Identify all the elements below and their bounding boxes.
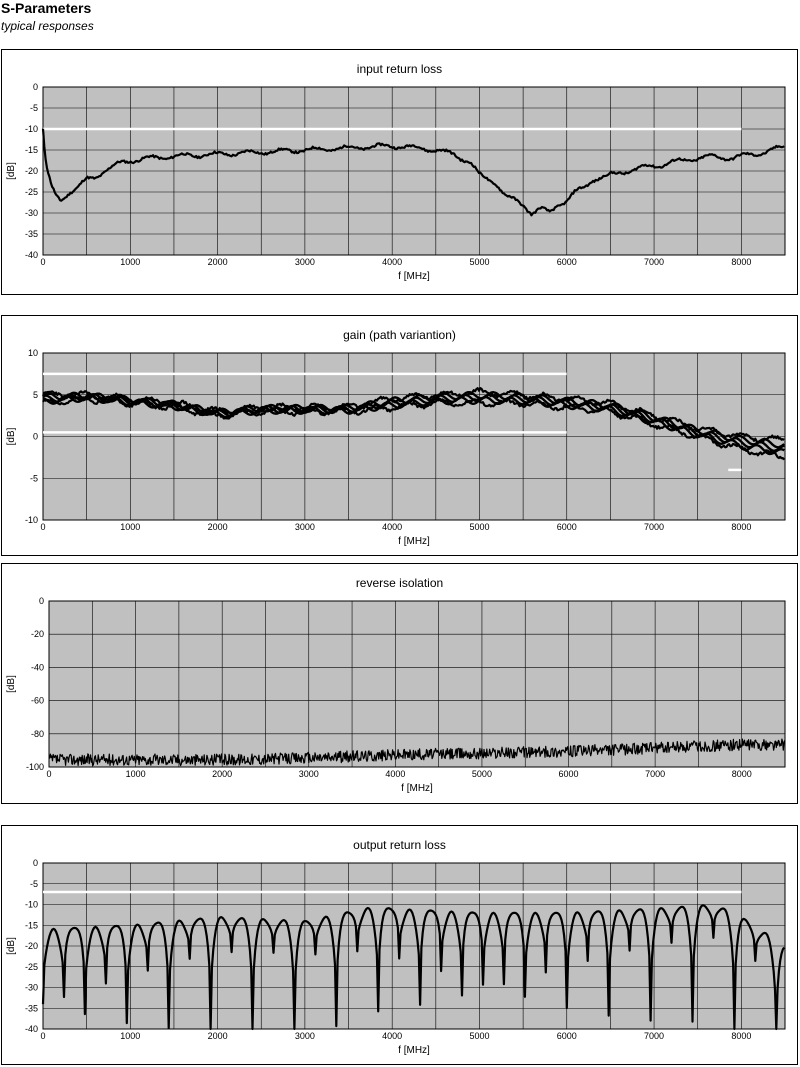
y-tick-label: -80	[31, 729, 44, 739]
y-tick-label: -15	[25, 145, 38, 155]
y-tick-label: -10	[25, 124, 38, 134]
page-subtitle: typical responses	[1, 19, 94, 33]
y-tick-label: 10	[28, 348, 38, 358]
y-axis-label: [dB]	[6, 162, 17, 180]
x-tick-label: 3000	[295, 257, 315, 267]
x-tick-label: 1000	[126, 769, 146, 779]
x-tick-label: 5000	[472, 769, 492, 779]
x-tick-label: 4000	[382, 1031, 402, 1041]
chart-panel-input-return-loss: input return loss 0 1000 2000 3000 4000 5000 60…	[1, 49, 798, 295]
x-tick-label: 1000	[120, 1031, 140, 1041]
x-tick-label: 1000	[120, 522, 140, 532]
x-tick-label: 3000	[299, 769, 319, 779]
y-tick-label: -35	[25, 229, 38, 239]
x-tick-label: 2000	[208, 1031, 228, 1041]
x-tick-label: 7000	[644, 257, 664, 267]
y-axis-label: [dB]	[6, 427, 17, 445]
y-tick-label: -5	[30, 103, 38, 113]
x-tick-label: 4000	[385, 769, 405, 779]
chart-title: input return loss	[357, 62, 442, 76]
x-tick-label: 2000	[208, 257, 228, 267]
x-tick-label: 5000	[469, 1031, 489, 1041]
y-tick-label: -25	[25, 187, 38, 197]
x-axis-label: f [MHz]	[398, 271, 430, 282]
chart-title: reverse isolation	[356, 576, 443, 590]
chart-panel-output-return-loss: output return loss 0 1000 2000 3000 4000 5000 6…	[1, 825, 798, 1065]
y-tick-label: -20	[25, 166, 38, 176]
x-tick-label: 0	[46, 769, 51, 779]
x-tick-label: 6000	[557, 1031, 577, 1041]
chart-panel-gain: gain (path variantion) 0 1000 2000 3000 4000 5…	[1, 315, 798, 556]
y-tick-label: -25	[25, 962, 38, 972]
x-tick-label: 8000	[732, 769, 752, 779]
chart-title: output return loss	[353, 838, 446, 852]
y-tick-label: -10	[25, 900, 38, 910]
x-tick-label: 2000	[212, 769, 232, 779]
x-tick-label: 5000	[469, 522, 489, 532]
y-tick-label: -100	[26, 762, 44, 772]
x-tick-label: 6000	[559, 769, 579, 779]
y-tick-label: -30	[25, 208, 38, 218]
chart-title: gain (path variantion)	[343, 328, 456, 342]
chart-output-return-loss: output return loss 0 1000 2000 3000 4000 5000 6…	[6, 838, 786, 1056]
x-tick-label: 0	[40, 522, 45, 532]
x-tick-label: 7000	[644, 522, 664, 532]
x-tick-label: 6000	[557, 257, 577, 267]
y-axis-label: [dB]	[6, 675, 17, 693]
series-line	[41, 904, 786, 1031]
y-axis-label: [dB]	[6, 937, 17, 955]
x-tick-label: 8000	[731, 1031, 751, 1041]
x-tick-label: 8000	[731, 257, 751, 267]
y-tick-label: -60	[31, 696, 44, 706]
y-tick-label: -15	[25, 920, 38, 930]
x-axis-label: f [MHz]	[401, 783, 433, 794]
y-tick-label: -40	[25, 250, 38, 260]
y-tick-label: 0	[33, 858, 38, 868]
x-tick-label: 3000	[295, 522, 315, 532]
x-tick-label: 1000	[120, 257, 140, 267]
y-tick-label: 0	[33, 432, 38, 442]
y-tick-label: -35	[25, 1003, 38, 1013]
series-line	[41, 128, 785, 217]
chart-input-return-loss: input return loss 0 1000 2000 3000 4000 5000 60…	[6, 62, 786, 282]
y-tick-label: -5	[30, 473, 38, 483]
plot-area	[48, 600, 786, 768]
x-tick-label: 0	[40, 257, 45, 267]
x-tick-label: 5000	[469, 257, 489, 267]
x-axis-label: f [MHz]	[398, 1045, 430, 1056]
x-tick-label: 6000	[557, 522, 577, 532]
x-tick-label: 7000	[645, 769, 665, 779]
chart-gain: gain (path variantion) 0 1000 2000 3000 4000 5…	[6, 328, 786, 547]
y-tick-label: -5	[30, 879, 38, 889]
page-title: S-Parameters	[1, 0, 92, 16]
x-tick-label: 3000	[295, 1031, 315, 1041]
x-tick-label: 7000	[644, 1031, 664, 1041]
y-tick-label: 0	[39, 596, 44, 606]
x-tick-label: 4000	[382, 522, 402, 532]
series-line	[48, 738, 786, 767]
y-tick-label: -20	[25, 941, 38, 951]
y-tick-label: 0	[33, 82, 38, 92]
series-line	[42, 393, 785, 456]
x-tick-label: 0	[40, 1031, 45, 1041]
chart-panel-reverse-isolation: reverse isolation 0 1000 2000 3000 4000 5000 60…	[1, 563, 798, 804]
x-tick-label: 8000	[731, 522, 751, 532]
y-tick-label: -40	[25, 1024, 38, 1034]
y-tick-label: -40	[31, 662, 44, 672]
x-tick-label: 4000	[382, 257, 402, 267]
y-tick-label: -20	[31, 629, 44, 639]
chart-reverse-isolation: reverse isolation 0 1000 2000 3000 4000 5000 60…	[6, 576, 786, 794]
series-line	[42, 395, 785, 461]
x-tick-label: 2000	[208, 522, 228, 532]
y-tick-label: -10	[25, 515, 38, 525]
y-tick-label: -30	[25, 983, 38, 993]
x-axis-label: f [MHz]	[398, 536, 430, 547]
y-tick-label: 5	[33, 390, 38, 400]
